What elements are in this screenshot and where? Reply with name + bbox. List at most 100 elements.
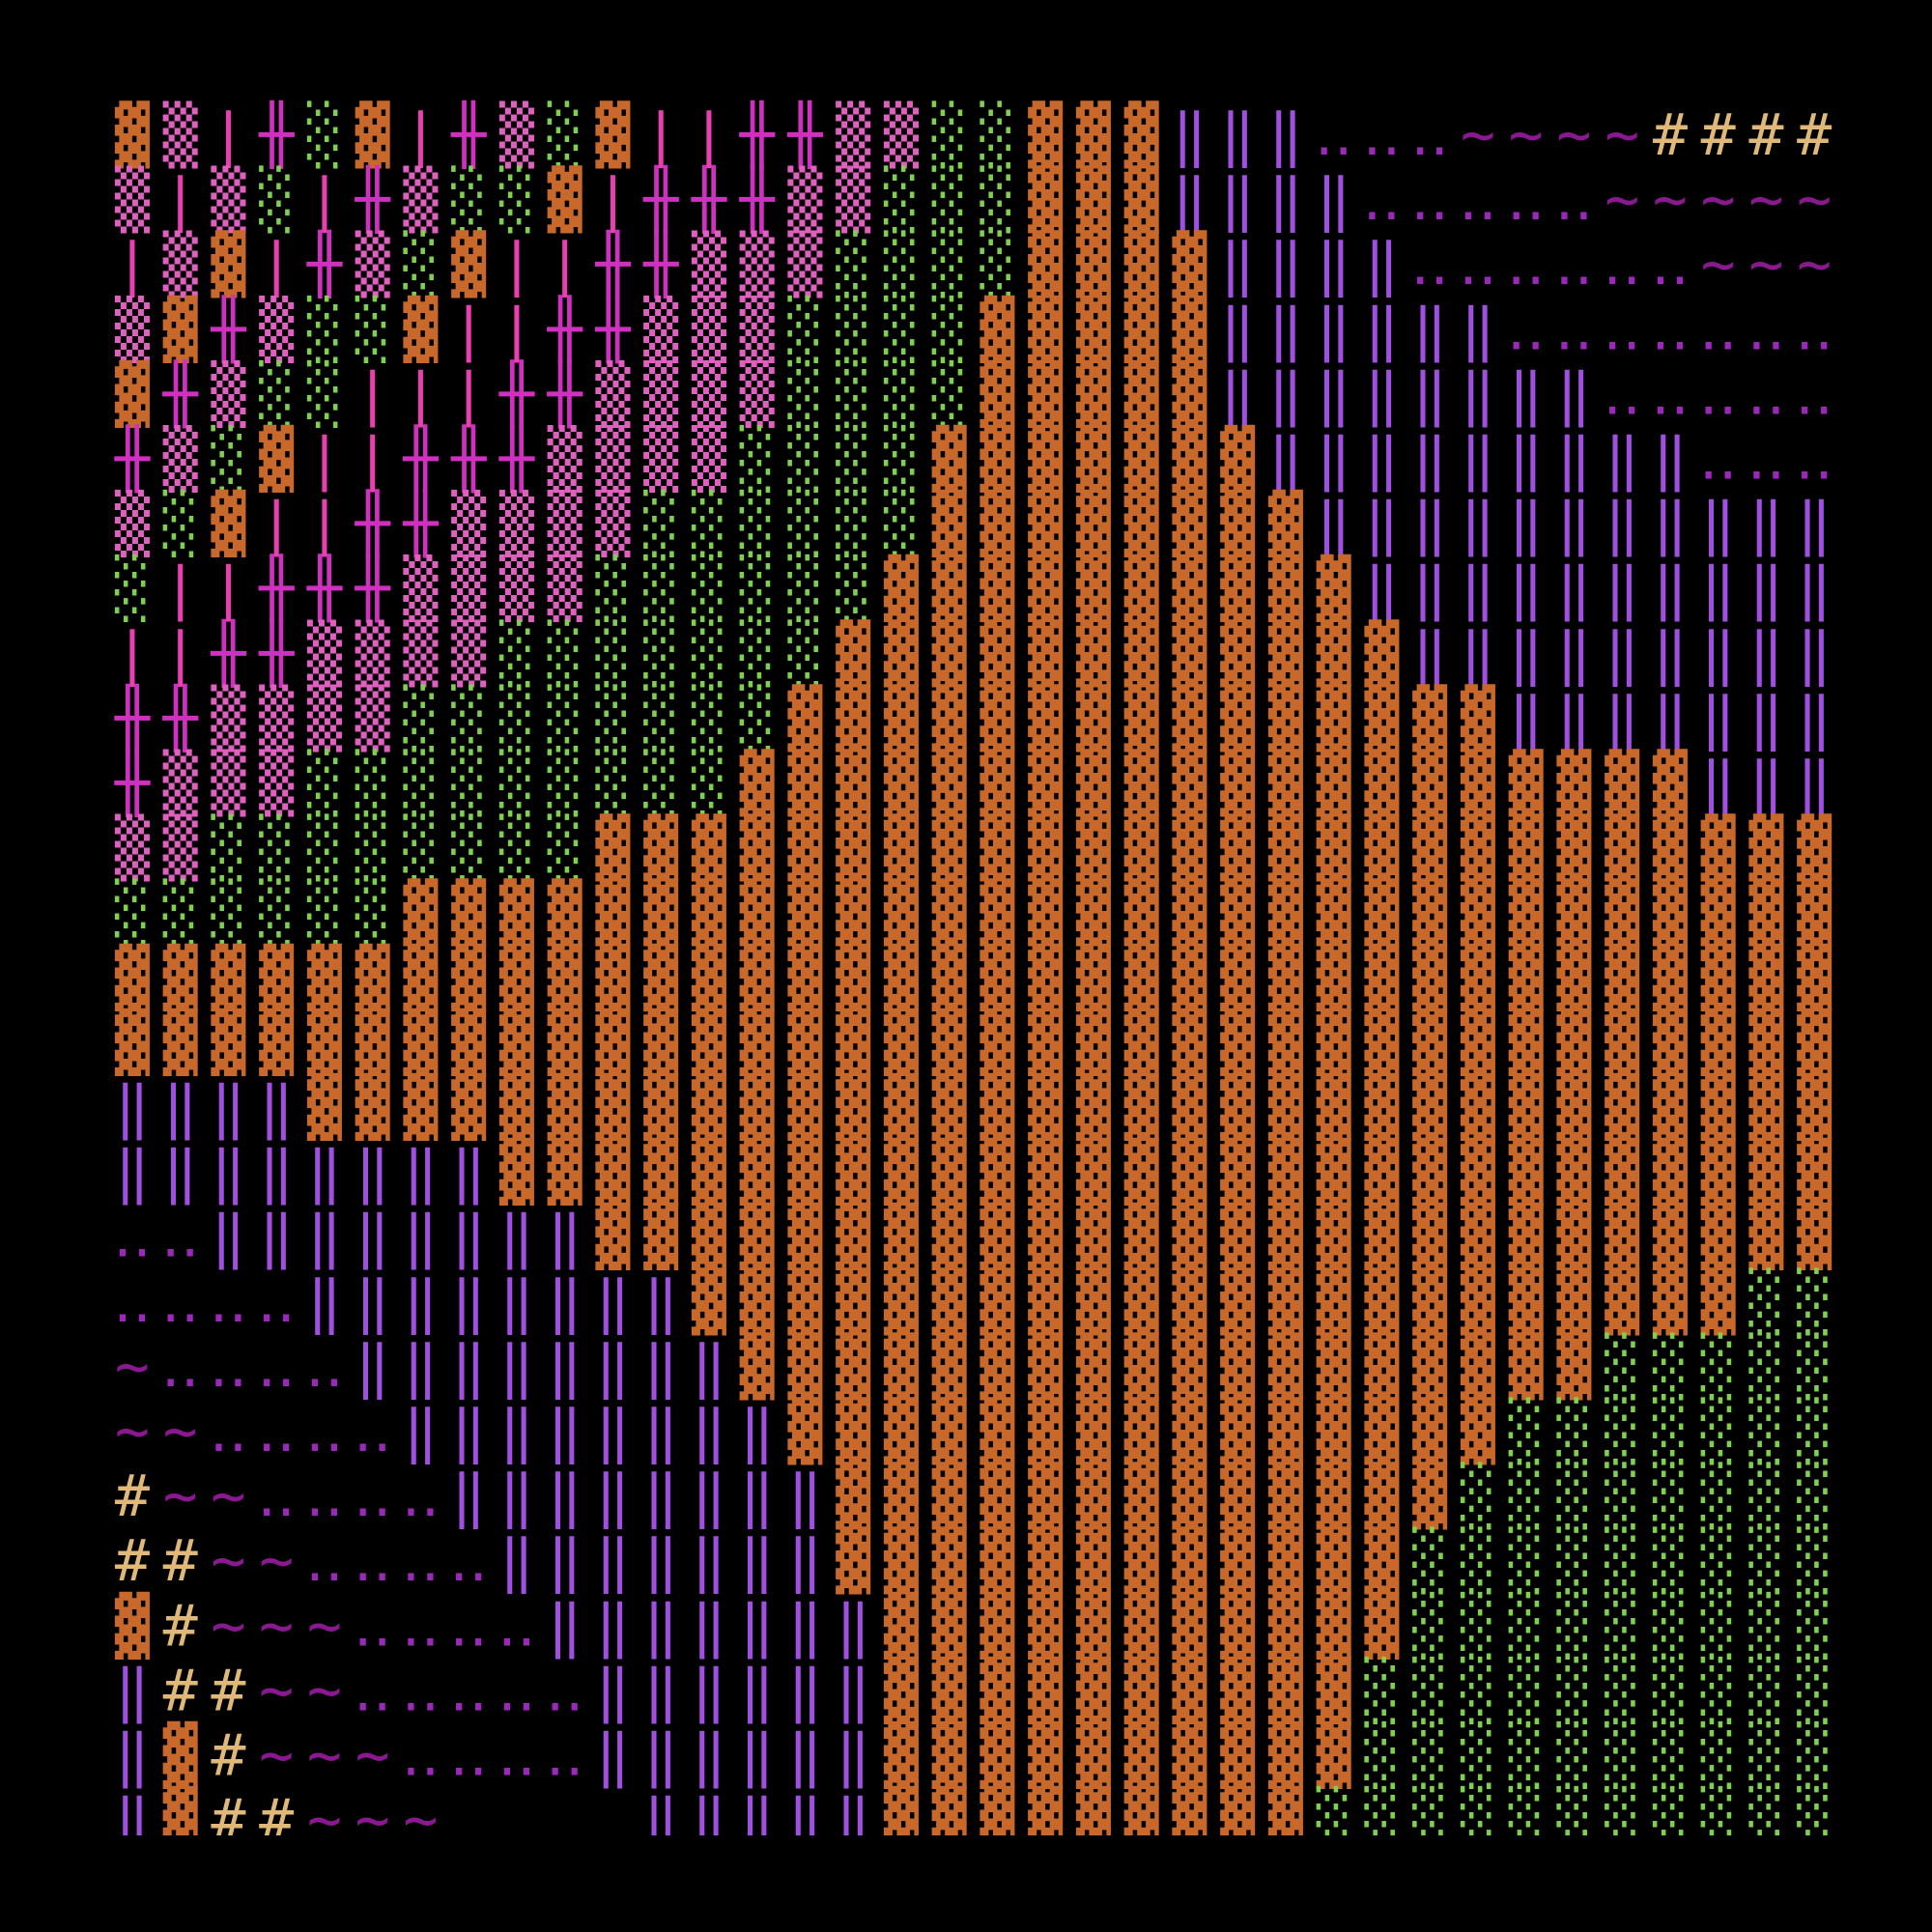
glyph: ░ [1605,1721,1639,1790]
glyph: ‥ [257,1268,296,1336]
glyph-row: ╫ ╫ ▒ ▒ ▒ ▒ ░ ░ ░ ░ ░ ░ ░ ░ ▓ ▓ ▓ ▓ ▓ ▓ ▓ ▓ ▓ ▓ ▓ ▓ ▓ ▓ ▓ ‖ ‖ ‖ ‖ ‖ ‖ ‖ [114,683,1880,753]
glyph: ▒ [163,813,199,882]
glyph: ‖ [1268,231,1303,298]
glyph: ‖ [548,1527,582,1595]
glyph: ‥ [209,1398,247,1465]
glyph: ▓ [1317,1203,1352,1271]
glyph: ▓ [1509,1138,1545,1207]
glyph: ▓ [595,100,631,169]
glyph: ▓ [163,1008,199,1076]
glyph: ▓ [1220,1397,1256,1465]
glyph: ▓ [403,1073,439,1142]
glyph: ‥ [354,1463,392,1530]
glyph: ▓ [499,1008,535,1076]
glyph: ‥ [401,1592,440,1660]
glyph: ░ [1748,1656,1783,1724]
glyph: ▓ [1268,1332,1304,1401]
glyph: ▒ [836,100,871,169]
glyph: ▓ [1461,1138,1496,1207]
glyph: ▓ [1268,1073,1304,1142]
glyph: ‥ [1459,166,1497,234]
glyph: ▓ [1556,1267,1592,1336]
glyph: ░ [451,749,486,817]
glyph: ‖ [1605,491,1639,558]
glyph: ‖ [115,1139,150,1207]
glyph: ‖ [740,1527,775,1595]
glyph: ▓ [692,1138,727,1207]
glyph: ░ [787,295,822,363]
glyph: ░ [1748,1332,1783,1401]
glyph: ▓ [1268,1462,1304,1530]
glyph: ▓ [692,1203,727,1271]
glyph: ▓ [1220,1721,1256,1790]
glyph: ‖ [499,1463,534,1530]
glyph: ░ [1317,1786,1351,1855]
glyph: ‥ [1651,360,1690,428]
glyph: ‖ [163,1139,198,1207]
glyph: ░ [1653,1786,1688,1855]
glyph: ╫ [547,358,583,428]
glyph: ‖ [692,1592,726,1660]
glyph: ‥ [161,1333,200,1401]
glyph: ‖ [1220,360,1255,428]
glyph: ▓ [1268,684,1304,753]
glyph: | [499,231,534,298]
glyph: ▒ [403,619,439,688]
glyph: ╫ [258,554,295,623]
glyph: | [115,620,150,688]
glyph: ░ [403,749,438,817]
glyph: ▓ [980,1267,1015,1336]
glyph: ‖ [1317,360,1351,428]
glyph: ▓ [1076,1462,1112,1530]
glyph: ‖ [692,1657,726,1724]
glyph: ▓ [884,684,920,753]
glyph: ▓ [692,1267,727,1336]
glyph: ▓ [1124,554,1160,623]
glyph: ▓ [1124,943,1160,1011]
glyph: ░ [1556,1591,1591,1660]
glyph: ‥ [113,1268,152,1336]
glyph: ░ [1653,1332,1688,1401]
glyph: ▓ [884,1138,920,1207]
glyph: ‖ [740,1722,775,1790]
glyph: ░ [932,230,967,298]
glyph: ‖ [1797,685,1832,753]
glyph: ▓ [884,1526,920,1595]
glyph: ‥ [1795,296,1833,363]
glyph: ‥ [1699,426,1738,494]
glyph: ▓ [836,1397,871,1465]
glyph: ▓ [595,1073,631,1142]
glyph: ‥ [161,1204,200,1271]
glyph: ‖ [1797,750,1832,817]
glyph: ▓ [1268,878,1304,947]
glyph: ╫ [739,99,776,169]
glyph: ▓ [1653,813,1689,882]
glyph: ▓ [1268,813,1304,882]
glyph: ▓ [1748,1073,1784,1142]
glyph-row: ‖▓#∼∼∼‥‥‥‥‖‖‖‖‖‖▓▓▓▓▓▓▓▓▓▓░░░░░░░░░░░ [115,1721,1880,1790]
glyph: ░ [1748,1591,1783,1660]
glyph: ▓ [1124,1138,1160,1207]
glyph: ░ [1748,1786,1783,1855]
glyph: ░ [451,165,486,234]
glyph: ▓ [1748,1138,1784,1207]
glyph: ▓ [1172,943,1208,1011]
glyph: ░ [1748,1267,1783,1336]
glyph: ‖ [1461,555,1495,623]
glyph: ▒ [115,813,151,882]
glyph: ‖ [451,1333,486,1401]
glyph: ▓ [980,1656,1015,1724]
glyph: ▓ [884,1462,920,1530]
glyph-grid: ▓▒|╫░▓|╫▒░▓||╫╫▒▒░░▓▓▓‖‖‖‥‥‥∼∼∼∼#####▒|▒… [113,99,1880,1855]
glyph: ‖ [787,1787,822,1855]
glyph: ░ [1605,1656,1639,1724]
glyph-row: ∼‥‥‥‥‖‖‖‖‖‖‖‖▓▓▓▓▓▓▓▓▓▓▓▓▓▓▓▓▓▓░░░░░░ [115,1332,1880,1401]
glyph: ▓ [1076,813,1112,882]
glyph: ╫ [162,683,199,753]
glyph: ‖ [259,1204,294,1271]
glyph: ▓ [740,1267,776,1336]
glyph: ▒ [259,684,295,753]
glyph: | [451,360,486,428]
glyph: ▓ [1124,1721,1160,1790]
glyph: ╫ [210,618,246,688]
